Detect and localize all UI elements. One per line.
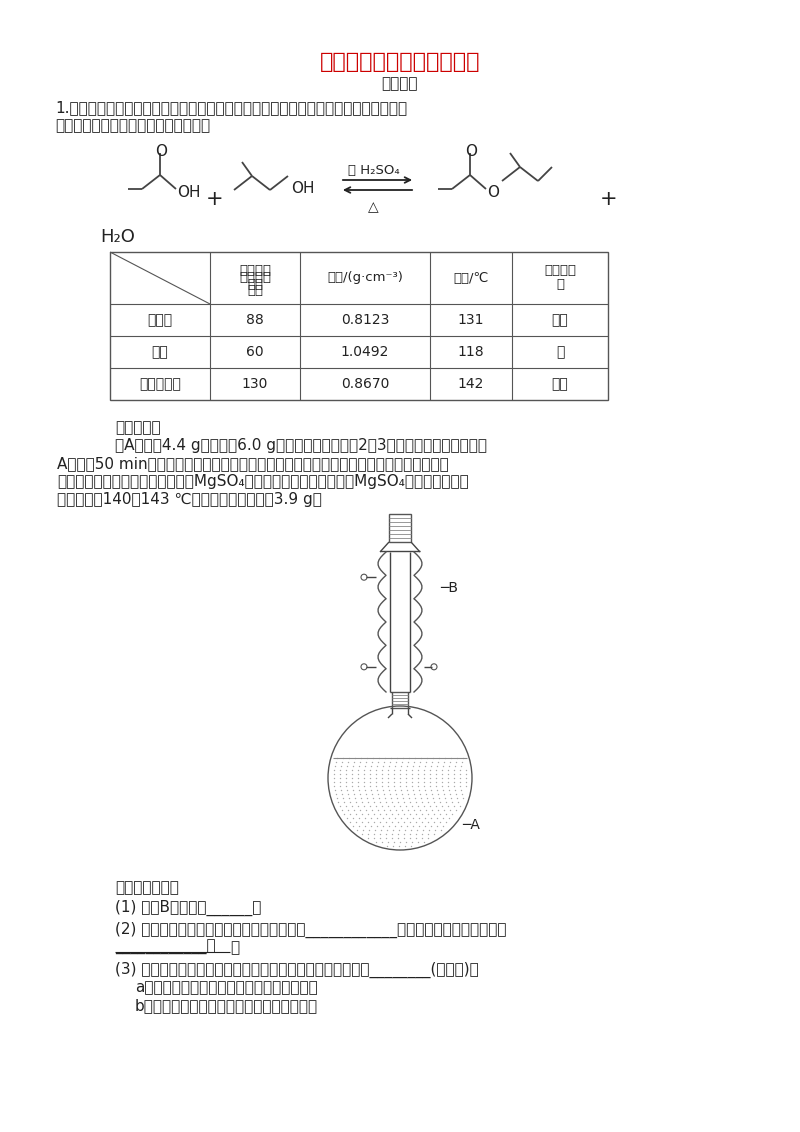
Text: 118: 118 [458,345,484,359]
Text: ─B: ─B [440,581,458,595]
Text: 0.8123: 0.8123 [341,314,389,327]
Text: H₂O: H₂O [100,228,135,246]
Text: 浓 H₂SO₄: 浓 H₂SO₄ [348,164,400,177]
Text: 60: 60 [246,345,264,359]
Text: 化学综合实验题的突破方法: 化学综合实验题的突破方法 [320,52,480,72]
Text: 相对分子: 相对分子 [239,271,271,284]
Text: O: O [465,144,477,158]
Text: ____________。: ____________。 [115,940,216,955]
Text: 。: 。 [230,940,239,955]
Text: 回答下列问题：: 回答下列问题： [115,880,179,895]
Text: ─A: ─A [462,817,480,832]
Text: 纯化，收集140～143 ℃馏分，得乙酸异戊酯3.9 g。: 纯化，收集140～143 ℃馏分，得乙酸异戊酯3.9 g。 [57,492,322,507]
Text: 难溶: 难溶 [552,377,568,391]
Bar [389,514,411,542]
Text: O: O [155,144,167,158]
Text: 1.0492: 1.0492 [341,345,389,359]
Text: a．直接将乙酸异戊酯从分液漏斗的上口倒出: a．直接将乙酸异戊酯从分液漏斗的上口倒出 [135,980,318,995]
Text: A，回流50 min。反应液冷至室温后倒入分液漏斗中，分别用少量水、饱和碳酸氢钠溶液和: A，回流50 min。反应液冷至室温后倒入分液漏斗中，分别用少量水、饱和碳酸氢钠… [57,456,449,471]
Text: (1) 仪器B的名称是______。: (1) 仪器B的名称是______。 [115,900,262,916]
Text: 质量: 质量 [247,278,263,292]
Text: 异戊醇: 异戊醇 [147,314,173,327]
Text: O: O [487,185,499,200]
Text: 专题训练: 专题训练 [382,76,418,91]
Text: 131: 131 [458,314,484,327]
Text: 乙酸: 乙酸 [152,345,168,359]
Text: 实验步骤：: 实验步骤： [115,420,161,435]
Bar [392,692,408,708]
Text: 的反应、装置示意图和有关数据如下：: 的反应、装置示意图和有关数据如下： [55,118,210,132]
Text: OH: OH [291,181,314,196]
Text: 0.8670: 0.8670 [341,377,389,391]
Bar [110,252,608,400]
Text: 1.乙酸异戊酯是组成蜜蜂信息素的成分之一，具有香蕉的香味。实验室制备乙酸异戊酯: 1.乙酸异戊酯是组成蜜蜂信息素的成分之一，具有香蕉的香味。实验室制备乙酸异戊酯 [55,100,407,115]
Text: 性: 性 [556,278,564,292]
Text: 水中溶解: 水中溶解 [544,265,576,277]
Text: 沸点/℃: 沸点/℃ [454,272,489,284]
Text: 密度/(g·cm⁻³): 密度/(g·cm⁻³) [327,272,403,284]
Text: +: + [600,189,618,209]
Text: (2) 在洗涤操作中，第一次水洗的主要目的是____________，第二次水洗的主要目的是: (2) 在洗涤操作中，第一次水洗的主要目的是____________，第二次水洗… [115,921,506,938]
Text: 相对分子: 相对分子 [239,265,271,277]
Text: 88: 88 [246,314,264,327]
Text: OH: OH [177,185,201,200]
Text: +: + [206,189,224,209]
Text: △: △ [368,200,378,214]
Text: 142: 142 [458,377,484,391]
Text: (3) 在洗涤、分液操作中，应充分振荡，然后静置，待分层后________(填标号)。: (3) 在洗涤、分液操作中，应充分振荡，然后静置，待分层后________(填标… [115,962,478,978]
Text: 溶: 溶 [556,345,564,359]
Text: 水洗涤；分出的产物加入少量无水MgSO₄固体，静置片刻，过滤除去MgSO₄固体，进行蒸馏: 水洗涤；分出的产物加入少量无水MgSO₄固体，静置片刻，过滤除去MgSO₄固体，… [57,474,469,489]
Text: 在A中加入4.4 g异戊醇、6.0 g乙酸、数滴浓硫酸和2～3片碎瓷片。开始缓慢加热: 在A中加入4.4 g异戊醇、6.0 g乙酸、数滴浓硫酸和2～3片碎瓷片。开始缓慢… [115,438,487,453]
Text: 130: 130 [242,377,268,391]
Text: b．直接将乙酸异戊酯从分液漏斗的下口放出: b．直接将乙酸异戊酯从分液漏斗的下口放出 [135,998,318,1013]
Text: 微溶: 微溶 [552,314,568,327]
Text: 乙酸异戊酯: 乙酸异戊酯 [139,377,181,391]
Text: 质量: 质量 [247,284,263,297]
